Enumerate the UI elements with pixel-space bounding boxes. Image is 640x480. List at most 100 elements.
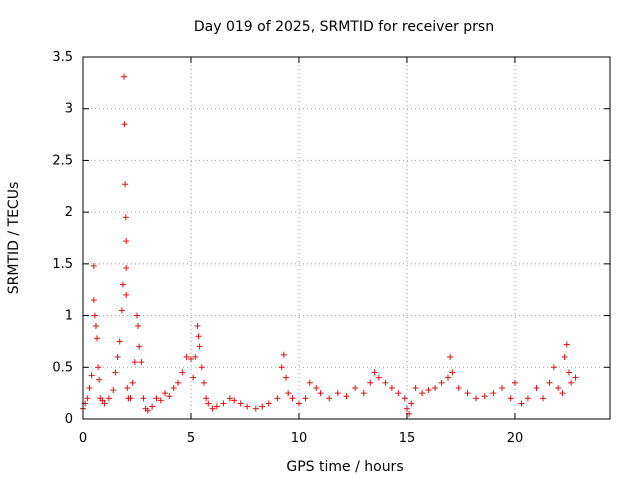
data-point — [306, 379, 313, 386]
x-tick-label: 20 — [507, 431, 524, 446]
data-point — [123, 291, 130, 298]
data-point — [123, 264, 130, 271]
data-point — [119, 281, 126, 288]
data-point — [473, 395, 480, 402]
data-point — [231, 397, 238, 404]
data-point — [226, 395, 233, 402]
y-tick-label: 1 — [65, 309, 73, 324]
x-tick-label: 15 — [399, 431, 416, 446]
data-point — [568, 379, 575, 386]
y-tick-label: 1.5 — [52, 257, 73, 272]
axis-ticks: 0 0.5 1 1.5 2 2.5 3 3.5 0 5 10 15 20 — [52, 50, 610, 446]
data-point — [572, 374, 579, 381]
data-point — [481, 393, 488, 400]
data-point — [540, 395, 547, 402]
data-point — [121, 73, 128, 80]
data-point — [183, 353, 190, 360]
data-point — [95, 364, 102, 371]
data-point — [86, 384, 93, 391]
data-point — [118, 307, 125, 314]
data-point — [565, 369, 572, 376]
data-point — [94, 335, 101, 342]
data-point — [252, 405, 259, 412]
data-point — [190, 374, 197, 381]
data-point — [187, 356, 194, 363]
data-point — [546, 379, 553, 386]
data-point — [116, 338, 123, 345]
data-point — [382, 379, 389, 386]
data-point — [121, 121, 128, 128]
data-point — [259, 403, 266, 410]
data-point — [122, 181, 129, 188]
data-point — [96, 376, 103, 383]
y-tick-label: 2 — [65, 205, 73, 220]
data-point — [194, 322, 201, 329]
data-point — [295, 400, 302, 407]
data-point — [559, 390, 566, 397]
data-point — [237, 400, 244, 407]
data-point — [196, 343, 203, 350]
x-tick-label: 5 — [187, 431, 195, 446]
data-point — [425, 387, 432, 394]
data-point — [507, 395, 514, 402]
data-point — [198, 364, 205, 371]
data-point — [195, 333, 202, 340]
data-point — [550, 364, 557, 371]
data-point — [408, 400, 415, 407]
data-point — [90, 297, 97, 304]
grid-lines — [83, 57, 610, 419]
data-point — [412, 384, 419, 391]
data-point — [518, 400, 525, 407]
x-tick-label: 0 — [79, 431, 87, 446]
data-point — [203, 395, 210, 402]
data-point — [84, 395, 91, 402]
data-point — [162, 390, 169, 397]
data-point — [205, 400, 212, 407]
data-point — [124, 384, 131, 391]
data-point — [289, 395, 296, 402]
data-point — [499, 384, 506, 391]
plot-frame — [82, 56, 611, 420]
data-point — [112, 369, 119, 376]
data-point — [153, 395, 160, 402]
data-point — [122, 214, 129, 221]
data-point — [127, 395, 134, 402]
data-point — [490, 390, 497, 397]
data-point — [135, 322, 142, 329]
x-tick-label: 10 — [291, 431, 308, 446]
data-point — [91, 312, 98, 319]
chart-title: Day 019 of 2025, SRMTID for receiver prs… — [194, 19, 494, 35]
data-point — [343, 393, 350, 400]
x-axis-label: GPS time / hours — [286, 459, 403, 475]
data-point — [280, 351, 287, 358]
data-point — [360, 390, 367, 397]
data-point — [449, 369, 456, 376]
data-point — [244, 403, 251, 410]
data-point — [524, 395, 531, 402]
data-point — [367, 379, 374, 386]
data-point — [302, 395, 309, 402]
data-point — [388, 384, 395, 391]
data-point — [157, 397, 164, 404]
data-point — [283, 374, 290, 381]
data-point — [274, 395, 281, 402]
data-point — [561, 353, 568, 360]
data-point — [445, 374, 452, 381]
data-point — [123, 238, 130, 245]
data-point — [140, 395, 147, 402]
data-point — [432, 384, 439, 391]
data-point — [447, 353, 454, 360]
data-point — [133, 312, 140, 319]
data-point — [209, 405, 216, 412]
data-point — [149, 403, 156, 410]
data-point — [88, 372, 95, 379]
data-point — [403, 405, 410, 412]
data-point — [200, 379, 207, 386]
data-point — [220, 400, 227, 407]
y-tick-label: 3.5 — [52, 50, 73, 65]
data-point — [175, 379, 182, 386]
data-point — [563, 341, 570, 348]
data-point — [455, 384, 462, 391]
data-point — [401, 395, 408, 402]
